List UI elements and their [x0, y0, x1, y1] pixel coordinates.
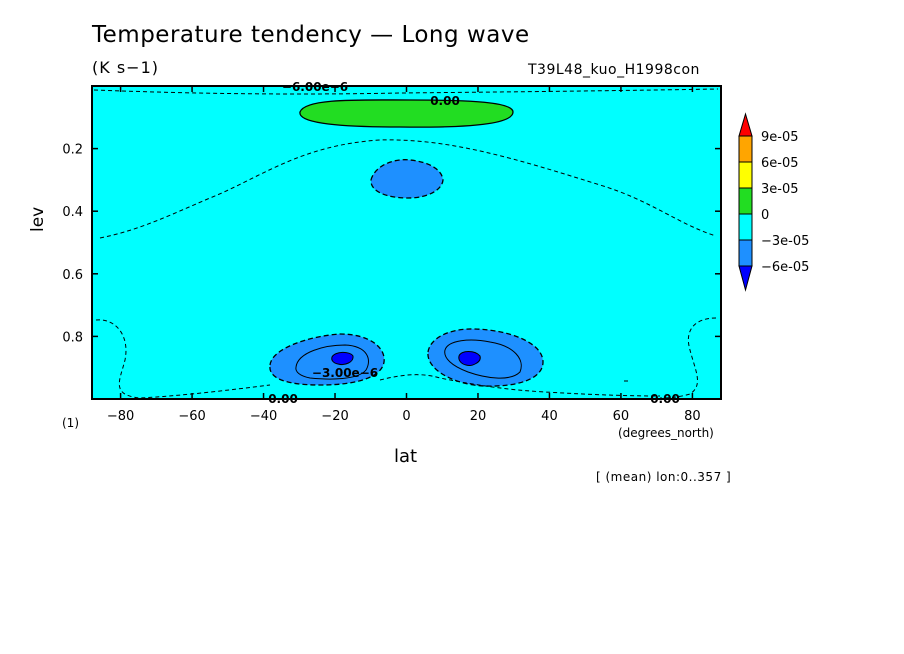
- strong-negative-right: [458, 351, 481, 366]
- run-name: T39L48_kuo_H1998con: [528, 62, 700, 78]
- contour-labels: 0.00 0.00 −6.00e−6 −3.00e−6 0.00: [268, 80, 680, 406]
- colorbar: 9e-05 6e-05 3e-05 0 −3e-05 −6e-05: [738, 112, 809, 292]
- units-label: (K s−1): [92, 58, 159, 77]
- x-tick-label: −60: [178, 409, 205, 424]
- zero-contour-lower-mid: [379, 374, 661, 397]
- y-tick-label: 0.2: [62, 143, 83, 158]
- x-tick-label: −40: [250, 409, 277, 424]
- contour-field: [92, 86, 721, 399]
- x-tick-label: −80: [107, 409, 134, 424]
- y-tick-label: 0.6: [62, 268, 83, 283]
- x-tick-label: −20: [321, 409, 348, 424]
- y-tick-label: 0.8: [62, 330, 83, 345]
- colorbar-top-arrow: [738, 112, 753, 137]
- colorbar-tick-label: −3e-05: [761, 234, 809, 249]
- contour-label: 0.00: [650, 392, 680, 406]
- chart-title: Temperature tendency — Long wave: [92, 22, 530, 48]
- colorbar-tick-label: −6e-05: [761, 260, 809, 275]
- plot-background-field: [92, 86, 721, 399]
- contour-label: −3.00e−6: [312, 366, 378, 380]
- x-axis-label: lat: [394, 446, 418, 467]
- contour-label: 0.00: [430, 94, 460, 108]
- x-tick-label: 60: [613, 409, 630, 424]
- contour-label: 0.00: [268, 392, 298, 406]
- x-tick-label: 20: [470, 409, 487, 424]
- colorbar-swatch: [738, 213, 753, 241]
- colorbar-swatch: [738, 239, 753, 267]
- colorbar-swatch: [738, 187, 753, 215]
- zero-contour-lower-right: [659, 317, 717, 399]
- colorbar-swatch: [738, 135, 753, 163]
- x-axis-unit: (degrees_north): [618, 426, 714, 440]
- x-axis-ticks: −80 −60 −40 −20 0 20 40 60 80: [107, 86, 701, 424]
- y-tick-label: 0.4: [62, 205, 83, 220]
- colorbar-tick-label: 0: [761, 208, 769, 223]
- colorbar-tick-label: 6e-05: [761, 156, 799, 171]
- colorbar-tick-label: 9e-05: [761, 130, 799, 145]
- mean-note: [ (mean) lon:0..357 ]: [596, 470, 732, 484]
- positive-region: [299, 99, 514, 128]
- colorbar-swatch: [738, 161, 753, 189]
- x-tick-label: 80: [684, 409, 701, 424]
- inner-contour-left: [295, 344, 369, 380]
- colorbar-tick-label: 3e-05: [761, 182, 799, 197]
- zero-contour-lower-left: [95, 319, 271, 399]
- colorbar-bottom-arrow: [738, 265, 753, 292]
- top-contour: [93, 88, 719, 95]
- x-tick-label: 40: [541, 409, 558, 424]
- strong-negative-left: [331, 351, 354, 365]
- negative-region-upper: [370, 159, 444, 199]
- x-tick-label: 0: [402, 409, 410, 424]
- y-axis-unit-note: (1): [62, 416, 79, 430]
- inner-contour-right: [444, 339, 522, 379]
- y-axis-ticks: 0.2 0.4 0.6 0.8: [62, 143, 721, 345]
- contour-label: −6.00e−6: [282, 80, 348, 94]
